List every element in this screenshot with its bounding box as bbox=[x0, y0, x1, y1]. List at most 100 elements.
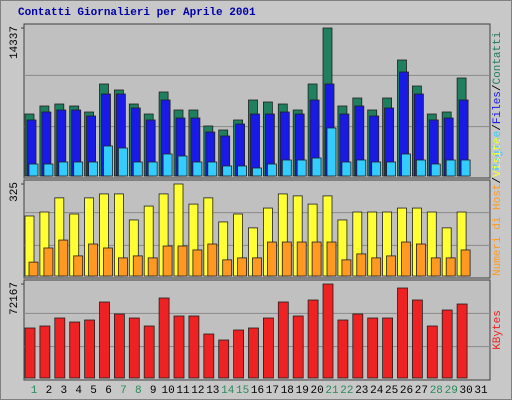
x-tick-label: 24 bbox=[370, 385, 384, 397]
bar bbox=[207, 243, 218, 277]
bar bbox=[326, 127, 337, 177]
legend-separator: / bbox=[492, 177, 504, 184]
bar bbox=[352, 313, 364, 379]
bar bbox=[262, 317, 274, 379]
bar bbox=[307, 299, 319, 379]
x-tick-label: 15 bbox=[236, 385, 249, 397]
bar bbox=[415, 243, 426, 277]
bar bbox=[69, 321, 81, 379]
x-tick-label: 29 bbox=[445, 385, 458, 397]
bar bbox=[356, 253, 367, 277]
bar bbox=[158, 297, 170, 379]
bar bbox=[281, 159, 292, 177]
x-tick-label: 20 bbox=[310, 385, 323, 397]
bar bbox=[311, 157, 322, 177]
bar bbox=[177, 245, 188, 277]
bar bbox=[430, 163, 441, 177]
bar bbox=[114, 313, 125, 379]
bar bbox=[460, 249, 471, 277]
bar bbox=[132, 161, 143, 177]
bar bbox=[118, 257, 128, 277]
bar bbox=[222, 259, 233, 277]
bar bbox=[147, 257, 158, 277]
x-tick-label: 25 bbox=[385, 385, 398, 397]
bar bbox=[103, 247, 113, 277]
bar bbox=[401, 241, 411, 277]
bar bbox=[237, 257, 248, 277]
y-tick-label: 14337 bbox=[9, 26, 21, 59]
bar bbox=[218, 339, 230, 379]
bar bbox=[296, 241, 307, 277]
bar bbox=[88, 161, 98, 177]
bar bbox=[103, 145, 113, 177]
bar bbox=[415, 159, 426, 177]
x-tick-label: 23 bbox=[355, 385, 368, 397]
bar bbox=[173, 315, 185, 379]
bar bbox=[277, 301, 289, 379]
bar bbox=[411, 299, 423, 379]
bar bbox=[252, 167, 262, 177]
bar bbox=[441, 309, 453, 379]
bar bbox=[371, 257, 382, 277]
bar bbox=[192, 249, 203, 277]
x-tick-label: 1 bbox=[31, 385, 38, 397]
bar bbox=[322, 283, 334, 379]
x-tick-label: 5 bbox=[90, 385, 97, 397]
bar bbox=[252, 257, 262, 277]
bar bbox=[143, 325, 155, 379]
legend-separator: / bbox=[492, 124, 504, 131]
bar bbox=[39, 325, 51, 379]
bar bbox=[43, 247, 54, 277]
legend-entry: Contatti bbox=[492, 31, 504, 84]
bar bbox=[326, 241, 337, 277]
bar bbox=[386, 255, 397, 277]
legend: KBytes bbox=[492, 310, 504, 350]
bar bbox=[341, 259, 352, 277]
x-tick-label: 11 bbox=[176, 385, 190, 397]
x-tick-label: 21 bbox=[325, 385, 339, 397]
bar bbox=[371, 161, 382, 177]
bar bbox=[192, 161, 203, 177]
bar bbox=[296, 159, 307, 177]
legend: Pagine/Files/Contatti bbox=[492, 31, 504, 170]
bar bbox=[397, 287, 408, 379]
bar bbox=[28, 163, 39, 177]
bar bbox=[445, 159, 456, 177]
bar bbox=[222, 165, 233, 177]
x-tick-label: 27 bbox=[415, 385, 428, 397]
x-tick-label: 9 bbox=[150, 385, 157, 397]
x-tick-label: 19 bbox=[296, 385, 309, 397]
bar bbox=[73, 161, 84, 177]
bar bbox=[266, 163, 277, 177]
bar bbox=[445, 257, 456, 277]
y-tick-label: 325 bbox=[9, 182, 21, 202]
bar bbox=[207, 161, 218, 177]
legend: Numeri di Host/Visite bbox=[492, 137, 504, 276]
legend-entry: Visite bbox=[492, 137, 504, 177]
bar bbox=[128, 317, 140, 379]
x-tick-label: 28 bbox=[430, 385, 443, 397]
bar bbox=[460, 159, 471, 177]
bar bbox=[426, 325, 438, 379]
bar bbox=[237, 165, 248, 177]
bar bbox=[147, 161, 158, 177]
x-tick-label: 22 bbox=[340, 385, 353, 397]
x-tick-label: 10 bbox=[161, 385, 174, 397]
legend-entry: Numeri di Host bbox=[492, 184, 504, 276]
bar bbox=[28, 261, 39, 277]
x-tick-label: 6 bbox=[105, 385, 112, 397]
x-tick-label: 2 bbox=[46, 385, 53, 397]
bar bbox=[88, 243, 98, 277]
x-tick-label: 17 bbox=[266, 385, 279, 397]
bar bbox=[386, 161, 397, 177]
bar bbox=[203, 333, 215, 379]
bar bbox=[177, 155, 188, 177]
bar bbox=[430, 257, 441, 277]
bar bbox=[233, 329, 245, 379]
bar bbox=[58, 161, 69, 177]
bar bbox=[382, 317, 394, 379]
x-tick-label: 18 bbox=[281, 385, 294, 397]
x-tick-label: 16 bbox=[251, 385, 264, 397]
